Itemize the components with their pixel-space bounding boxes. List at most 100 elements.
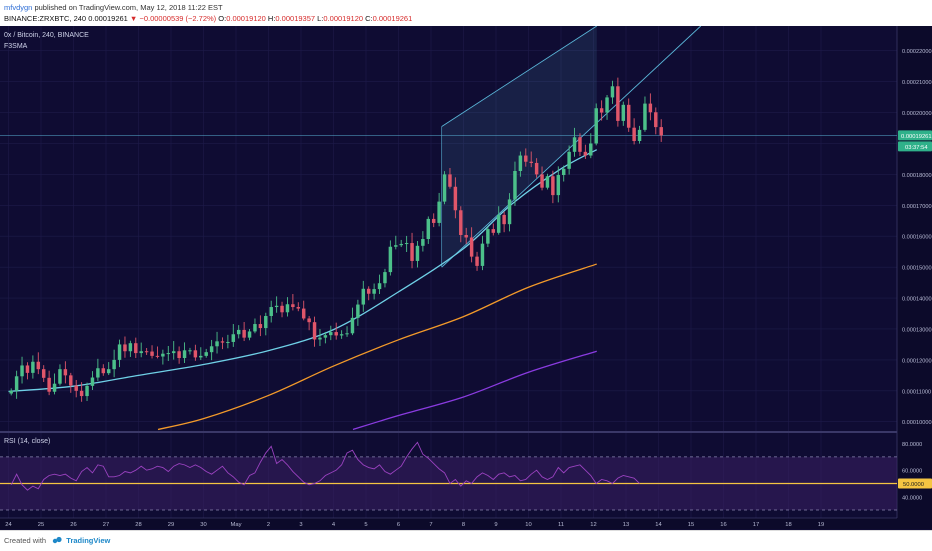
publisher-name[interactable]: mfvdygn (4, 3, 33, 12)
candle-body (572, 137, 577, 152)
candle-body (74, 385, 78, 391)
candle-down (583, 144, 588, 159)
candle-body (318, 337, 322, 340)
candle-down (177, 346, 181, 364)
candle-body (599, 108, 604, 113)
candle-down (301, 300, 306, 321)
candle-body (534, 162, 539, 175)
candle-down (41, 365, 46, 382)
candle-up (415, 241, 420, 268)
candle-body (79, 390, 84, 397)
candle-up (621, 101, 626, 126)
candle-body (90, 377, 95, 386)
candle-body (383, 272, 387, 284)
candle-body (47, 377, 51, 392)
candle-body (594, 108, 598, 144)
candle-body (123, 344, 127, 352)
candle-body (204, 352, 208, 356)
candle-body (578, 137, 582, 152)
candle-body (502, 214, 506, 225)
candle-body (188, 350, 192, 352)
candle-down (648, 93, 653, 121)
candle-body (350, 317, 355, 334)
countdown-label: 03:37:54 (905, 145, 928, 151)
candle-down (475, 251, 479, 271)
rsi-tick-label: 80.0000 (902, 442, 922, 448)
rsi-pane-title[interactable]: RSI (14, close) (4, 438, 50, 445)
candle-body (20, 365, 24, 377)
time-tick-label: 19 (818, 522, 824, 528)
candle-up (31, 355, 35, 379)
high-label: H: (267, 14, 276, 23)
candle-body (312, 322, 317, 340)
candle-up (507, 193, 512, 232)
candle-body (589, 143, 593, 156)
candle-up (236, 325, 241, 339)
candle-body (605, 97, 609, 113)
candle-up (204, 348, 208, 358)
candle-down (366, 286, 371, 301)
candle-down (632, 118, 636, 145)
candle-up (20, 356, 24, 384)
candle-body (36, 361, 41, 370)
current-price-tag (898, 130, 932, 141)
current-price-label: 0.00019261 (901, 134, 932, 140)
candle-body (480, 243, 485, 266)
candle-up (269, 300, 273, 323)
candle-down (453, 177, 458, 219)
candle-body (25, 365, 30, 373)
candle-up (480, 235, 485, 271)
candle-body (280, 305, 284, 313)
candle-body (453, 186, 458, 211)
candle-body (41, 369, 46, 378)
candle-body (291, 304, 295, 308)
candle-body (274, 305, 279, 308)
close-value: 0.00019261 (372, 14, 413, 23)
candle-up (637, 125, 642, 144)
chart-canvas[interactable]: 0.000220000.000210000.000200000.00019000… (0, 26, 932, 530)
candle-up (52, 373, 57, 395)
candle-body (144, 351, 149, 353)
candle-body (193, 350, 198, 358)
candle-body (361, 288, 366, 305)
time-tick-label: 6 (397, 522, 400, 528)
price-tick-label: 0.00021000 (902, 80, 932, 86)
candle-body (540, 174, 544, 188)
candle-down (155, 346, 160, 359)
time-tick-label: 26 (70, 522, 76, 528)
candle-down (464, 227, 468, 244)
indicator-label[interactable]: F3SMA (4, 43, 28, 50)
time-tick-label: May (231, 522, 242, 528)
time-tick-label: 5 (364, 522, 367, 528)
candle-body (264, 315, 268, 329)
candle-down (220, 337, 225, 350)
candle-down (448, 168, 452, 189)
publish-line: mfvdygn published on TradingView.com, Ma… (4, 3, 223, 12)
candle-down (599, 100, 604, 121)
candle-up (264, 312, 268, 336)
candle-down (540, 166, 544, 191)
chart-background (0, 26, 932, 530)
candle-up (96, 358, 100, 381)
candle-body (226, 341, 230, 343)
candle-body (155, 355, 160, 357)
candle-body (339, 334, 344, 336)
candle-up (90, 371, 95, 391)
time-tick-label: 9 (494, 522, 497, 528)
price-tick-label: 0.00022000 (902, 49, 932, 55)
time-tick-label: 17 (753, 522, 759, 528)
candle-down (491, 223, 496, 236)
tradingview-brand[interactable]: TradingView (66, 536, 111, 545)
candle-body (199, 355, 203, 358)
candle-body (323, 335, 328, 338)
candle-down (431, 213, 436, 228)
candle-body (459, 210, 463, 235)
legends: 0x / Bitcoin, 240, BINANCE F3SMA RSI (14… (4, 32, 89, 445)
price-change: −0.00000539 (−2.72%) (139, 14, 217, 23)
parallel-channel[interactable] (0, 26, 897, 268)
candle-body (632, 127, 636, 142)
candle-up (247, 328, 252, 341)
price-tick-label: 0.00016000 (902, 235, 932, 241)
candle-body (242, 329, 246, 338)
time-tick-label: 13 (623, 522, 629, 528)
